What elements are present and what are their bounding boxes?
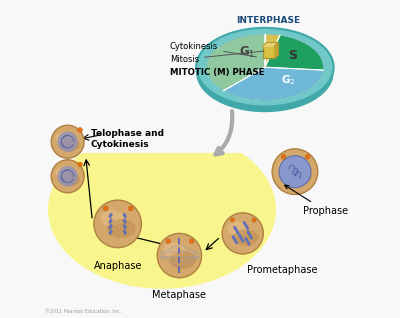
Ellipse shape (100, 210, 124, 226)
Ellipse shape (196, 34, 334, 112)
Text: G$_2$: G$_2$ (282, 73, 296, 87)
Circle shape (305, 155, 310, 159)
Circle shape (51, 125, 84, 158)
Text: Telophase and
Cytokinesis: Telophase and Cytokinesis (91, 129, 164, 149)
Circle shape (279, 156, 311, 188)
Polygon shape (206, 34, 265, 91)
Text: Prometaphase: Prometaphase (248, 265, 318, 275)
Ellipse shape (48, 130, 276, 289)
Text: Cytokinesis: Cytokinesis (170, 42, 256, 57)
Ellipse shape (60, 173, 80, 186)
Circle shape (272, 149, 318, 195)
FancyBboxPatch shape (262, 46, 274, 59)
Polygon shape (265, 34, 280, 67)
Bar (48, 58, 270, 153)
Ellipse shape (163, 242, 185, 258)
Ellipse shape (285, 167, 312, 185)
Circle shape (128, 206, 133, 211)
Ellipse shape (170, 251, 196, 269)
Circle shape (189, 239, 194, 243)
Polygon shape (274, 43, 278, 59)
Circle shape (157, 233, 202, 278)
Text: MITOTIC (M) PHASE: MITOTIC (M) PHASE (170, 68, 264, 77)
Ellipse shape (227, 221, 248, 235)
Ellipse shape (206, 34, 324, 100)
Circle shape (166, 239, 170, 243)
Text: Metaphase: Metaphase (152, 290, 206, 300)
Circle shape (230, 218, 234, 222)
Circle shape (58, 132, 78, 152)
Ellipse shape (55, 132, 72, 143)
Circle shape (51, 160, 84, 193)
Ellipse shape (234, 229, 258, 246)
Circle shape (281, 155, 286, 159)
Circle shape (252, 218, 256, 222)
Text: INTERPHASE: INTERPHASE (236, 16, 300, 25)
Text: G$_1$: G$_1$ (239, 45, 256, 59)
Polygon shape (224, 67, 323, 100)
Polygon shape (262, 43, 278, 46)
Ellipse shape (196, 28, 334, 107)
Circle shape (78, 128, 82, 132)
Text: Prophase: Prophase (285, 185, 348, 216)
Circle shape (222, 213, 263, 254)
Ellipse shape (107, 219, 136, 238)
Ellipse shape (60, 138, 80, 152)
Ellipse shape (278, 158, 301, 174)
Circle shape (104, 206, 108, 211)
Polygon shape (265, 35, 324, 70)
Circle shape (58, 166, 78, 186)
Ellipse shape (55, 166, 72, 178)
Circle shape (94, 200, 142, 248)
Text: Mitosis: Mitosis (170, 51, 264, 64)
Text: S: S (288, 49, 297, 62)
Text: Anaphase: Anaphase (94, 261, 142, 271)
Circle shape (78, 162, 82, 167)
Text: ©2011 Pearson Education, Inc.: ©2011 Pearson Education, Inc. (45, 308, 121, 314)
